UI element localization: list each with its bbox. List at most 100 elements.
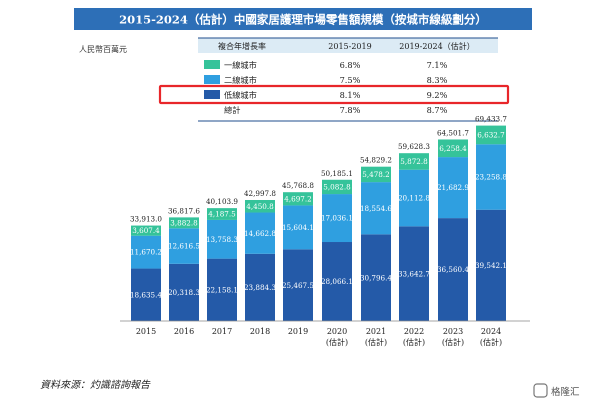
- x-tick-2022: 2022: [404, 327, 424, 336]
- bar-lower-tier-2016: [169, 263, 199, 321]
- bar-label-tier1-2019: 4,697.2: [284, 194, 311, 203]
- bar-total-2016: 36,817.6: [168, 206, 200, 215]
- bar-tier1-2017: [207, 208, 237, 220]
- bar-lower-tier-2023: [438, 218, 468, 321]
- bar-total-2022: 59,628.3: [398, 142, 430, 151]
- chart-title: 2015-2024（估計）中國家居護理市場零售額規模（按城市線級劃分）: [119, 13, 487, 27]
- legend-swatch-lower-tier: [204, 90, 220, 99]
- title-bar: [74, 8, 532, 30]
- row-label-total: 總計: [224, 105, 240, 115]
- plot-area: 18,635.4 11,670.2 3,607.4 33,913.0 2015 20,31…: [130, 115, 507, 347]
- watermark-logo: [533, 383, 548, 398]
- table-header-period-1: 2015-2019: [328, 42, 371, 51]
- bar-tier1-2024: [476, 125, 506, 145]
- row-cagr1-tier2: 7.5%: [340, 75, 361, 85]
- bar-tier2-2018: [245, 212, 275, 254]
- row-label-tier1: 一線城市: [224, 60, 257, 70]
- watermark: 格隆汇: [533, 383, 580, 398]
- legend-swatch-tier1: [204, 60, 220, 69]
- bar-lower-tier-2024: [476, 209, 506, 321]
- bar-tier1-2016: [169, 217, 199, 229]
- bar-tier1-2023: [438, 139, 468, 158]
- table-row-total: 總計 7.8% 8.7%: [224, 105, 448, 115]
- bar-label-tier2-2015: 11,670.2: [130, 248, 162, 257]
- bar-label-tier2-2018: 14,662.8: [244, 229, 276, 238]
- bar-tier2-2022: [399, 169, 429, 227]
- bar-tier1-2022: [399, 153, 429, 170]
- bar-total-2021: 54,829.2: [360, 156, 392, 165]
- bar-label-tier1-2020: 5,082.8: [323, 183, 351, 192]
- bar-lower-tier-2019: [283, 249, 313, 321]
- bar-tier2-2019: [283, 205, 313, 250]
- bar-label-tier2-2022: 20,112.8: [398, 194, 430, 203]
- bar-label-tier1-2022: 5,872.8: [400, 157, 428, 166]
- bar-label-tier2-2017: 13,758.3: [206, 235, 238, 244]
- bar-label-lower-tier-2021: 30,796.4: [360, 273, 392, 282]
- bar-tier2-2023: [438, 157, 468, 219]
- highlight-box: [158, 84, 510, 105]
- bar-lower-tier-2020: [322, 242, 352, 321]
- unit-label: 人民幣百萬元: [79, 44, 127, 54]
- bar-label-tier2-2020: 17,036.1: [321, 214, 353, 223]
- bar-label-tier1-2024: 6,632.7: [477, 131, 505, 140]
- row-cagr1-lower-tier: 8.1%: [340, 90, 361, 100]
- bar-lower-tier-2015: [131, 268, 161, 321]
- bar-total-2018: 42,997.8: [244, 189, 276, 198]
- bar-tier1-2015: [131, 225, 161, 236]
- bar-label-tier2-2021: 18,554.6: [360, 204, 392, 213]
- bar-tier2-2020: [322, 194, 352, 243]
- table-row-lower-tier: 低線城市 8.1% 9.2%: [204, 90, 448, 100]
- row-cagr2-tier2: 8.3%: [427, 75, 448, 85]
- x-tick-2018: 2018: [250, 327, 270, 336]
- bar-tier1-2020: [322, 179, 352, 195]
- bar-label-lower-tier-2018: 23,884.3: [244, 283, 276, 292]
- bar-label-tier2-2023: 21,682.9: [437, 183, 469, 192]
- bar-total-2019: 45,768.8: [282, 181, 314, 190]
- x-tick-2017: 2017: [212, 327, 232, 336]
- bar-label-tier2-2016: 12,616.5: [168, 242, 200, 251]
- bar-total-2015: 33,913.0: [130, 215, 162, 224]
- bar-total-2024: 69,433.7: [475, 115, 507, 124]
- table-header-label: 複合年增長率: [218, 41, 266, 51]
- bar-label-lower-tier-2020: 28,066.1: [321, 277, 353, 286]
- x-tick-2024: 2024: [481, 327, 501, 336]
- bar-lower-tier-2017: [207, 258, 237, 321]
- bar-lower-tier-2021: [361, 234, 391, 321]
- x-tick-sub-2024: (估計): [480, 337, 502, 347]
- bar-label-lower-tier-2024: 39,542.1: [475, 261, 507, 270]
- bar-tier2-2021: [361, 182, 391, 235]
- bar-label-lower-tier-2019: 25,467.5: [282, 281, 314, 290]
- row-label-tier2: 二線城市: [224, 75, 257, 85]
- bar-label-lower-tier-2016: 20,318.3: [168, 288, 200, 297]
- table-header-period-2: 2019-2024（估計）: [399, 41, 474, 51]
- bar-label-lower-tier-2015: 18,635.4: [130, 290, 162, 299]
- x-tick-2019: 2019: [288, 327, 308, 336]
- bar-label-lower-tier-2017: 22,158.1: [206, 285, 238, 294]
- bar-tier2-2024: [476, 144, 506, 210]
- bar-tier1-2018: [245, 199, 275, 213]
- bar-lower-tier-2022: [399, 226, 429, 321]
- bar-label-lower-tier-2023: 36,560.4: [437, 265, 469, 274]
- bar-label-tier1-2018: 4,450.8: [246, 202, 274, 211]
- x-tick-2020: 2020: [327, 327, 347, 336]
- bar-label-tier1-2016: 3,882.8: [170, 218, 198, 227]
- row-cagr1-total: 7.8%: [340, 105, 361, 115]
- table-header-bg: [198, 38, 498, 53]
- cagr-table: 複合年增長率 2015-2019 2019-2024（估計） 一線城市 6.8%…: [158, 37, 510, 122]
- table-row-tier1: 一線城市 6.8% 7.1%: [204, 60, 448, 70]
- bar-label-tier1-2015: 3,607.4: [132, 226, 160, 235]
- bar-label-tier2-2024: 23,258.8: [475, 173, 507, 182]
- bar-tier2-2016: [169, 228, 199, 264]
- bar-total-2020: 50,185.1: [321, 169, 353, 178]
- x-tick-sub-2022: (估計): [403, 337, 425, 347]
- bar-total-2017: 40,103.9: [206, 197, 238, 206]
- x-tick-2016: 2016: [174, 327, 194, 336]
- row-cagr2-total: 8.7%: [427, 105, 448, 115]
- x-tick-sub-2020: (估計): [326, 337, 348, 347]
- legend-swatch-tier2: [204, 75, 220, 84]
- bar-total-2023: 64,501.7: [437, 128, 469, 137]
- bar-tier1-2021: [361, 166, 391, 183]
- table-row-tier2: 二線城市 7.5% 8.3%: [204, 75, 448, 85]
- bar-label-lower-tier-2022: 33,642.7: [398, 269, 430, 278]
